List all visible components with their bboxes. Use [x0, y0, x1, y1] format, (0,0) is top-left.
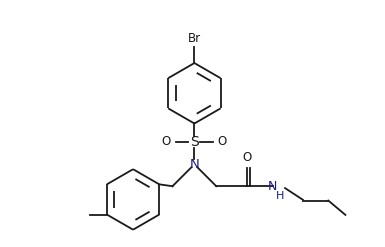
Text: N: N [189, 158, 199, 171]
Text: H: H [276, 191, 284, 201]
Text: O: O [218, 135, 227, 148]
Text: Br: Br [188, 32, 201, 45]
Text: S: S [190, 135, 199, 149]
Text: N: N [268, 180, 277, 193]
Text: O: O [162, 135, 171, 148]
Text: O: O [243, 151, 252, 164]
